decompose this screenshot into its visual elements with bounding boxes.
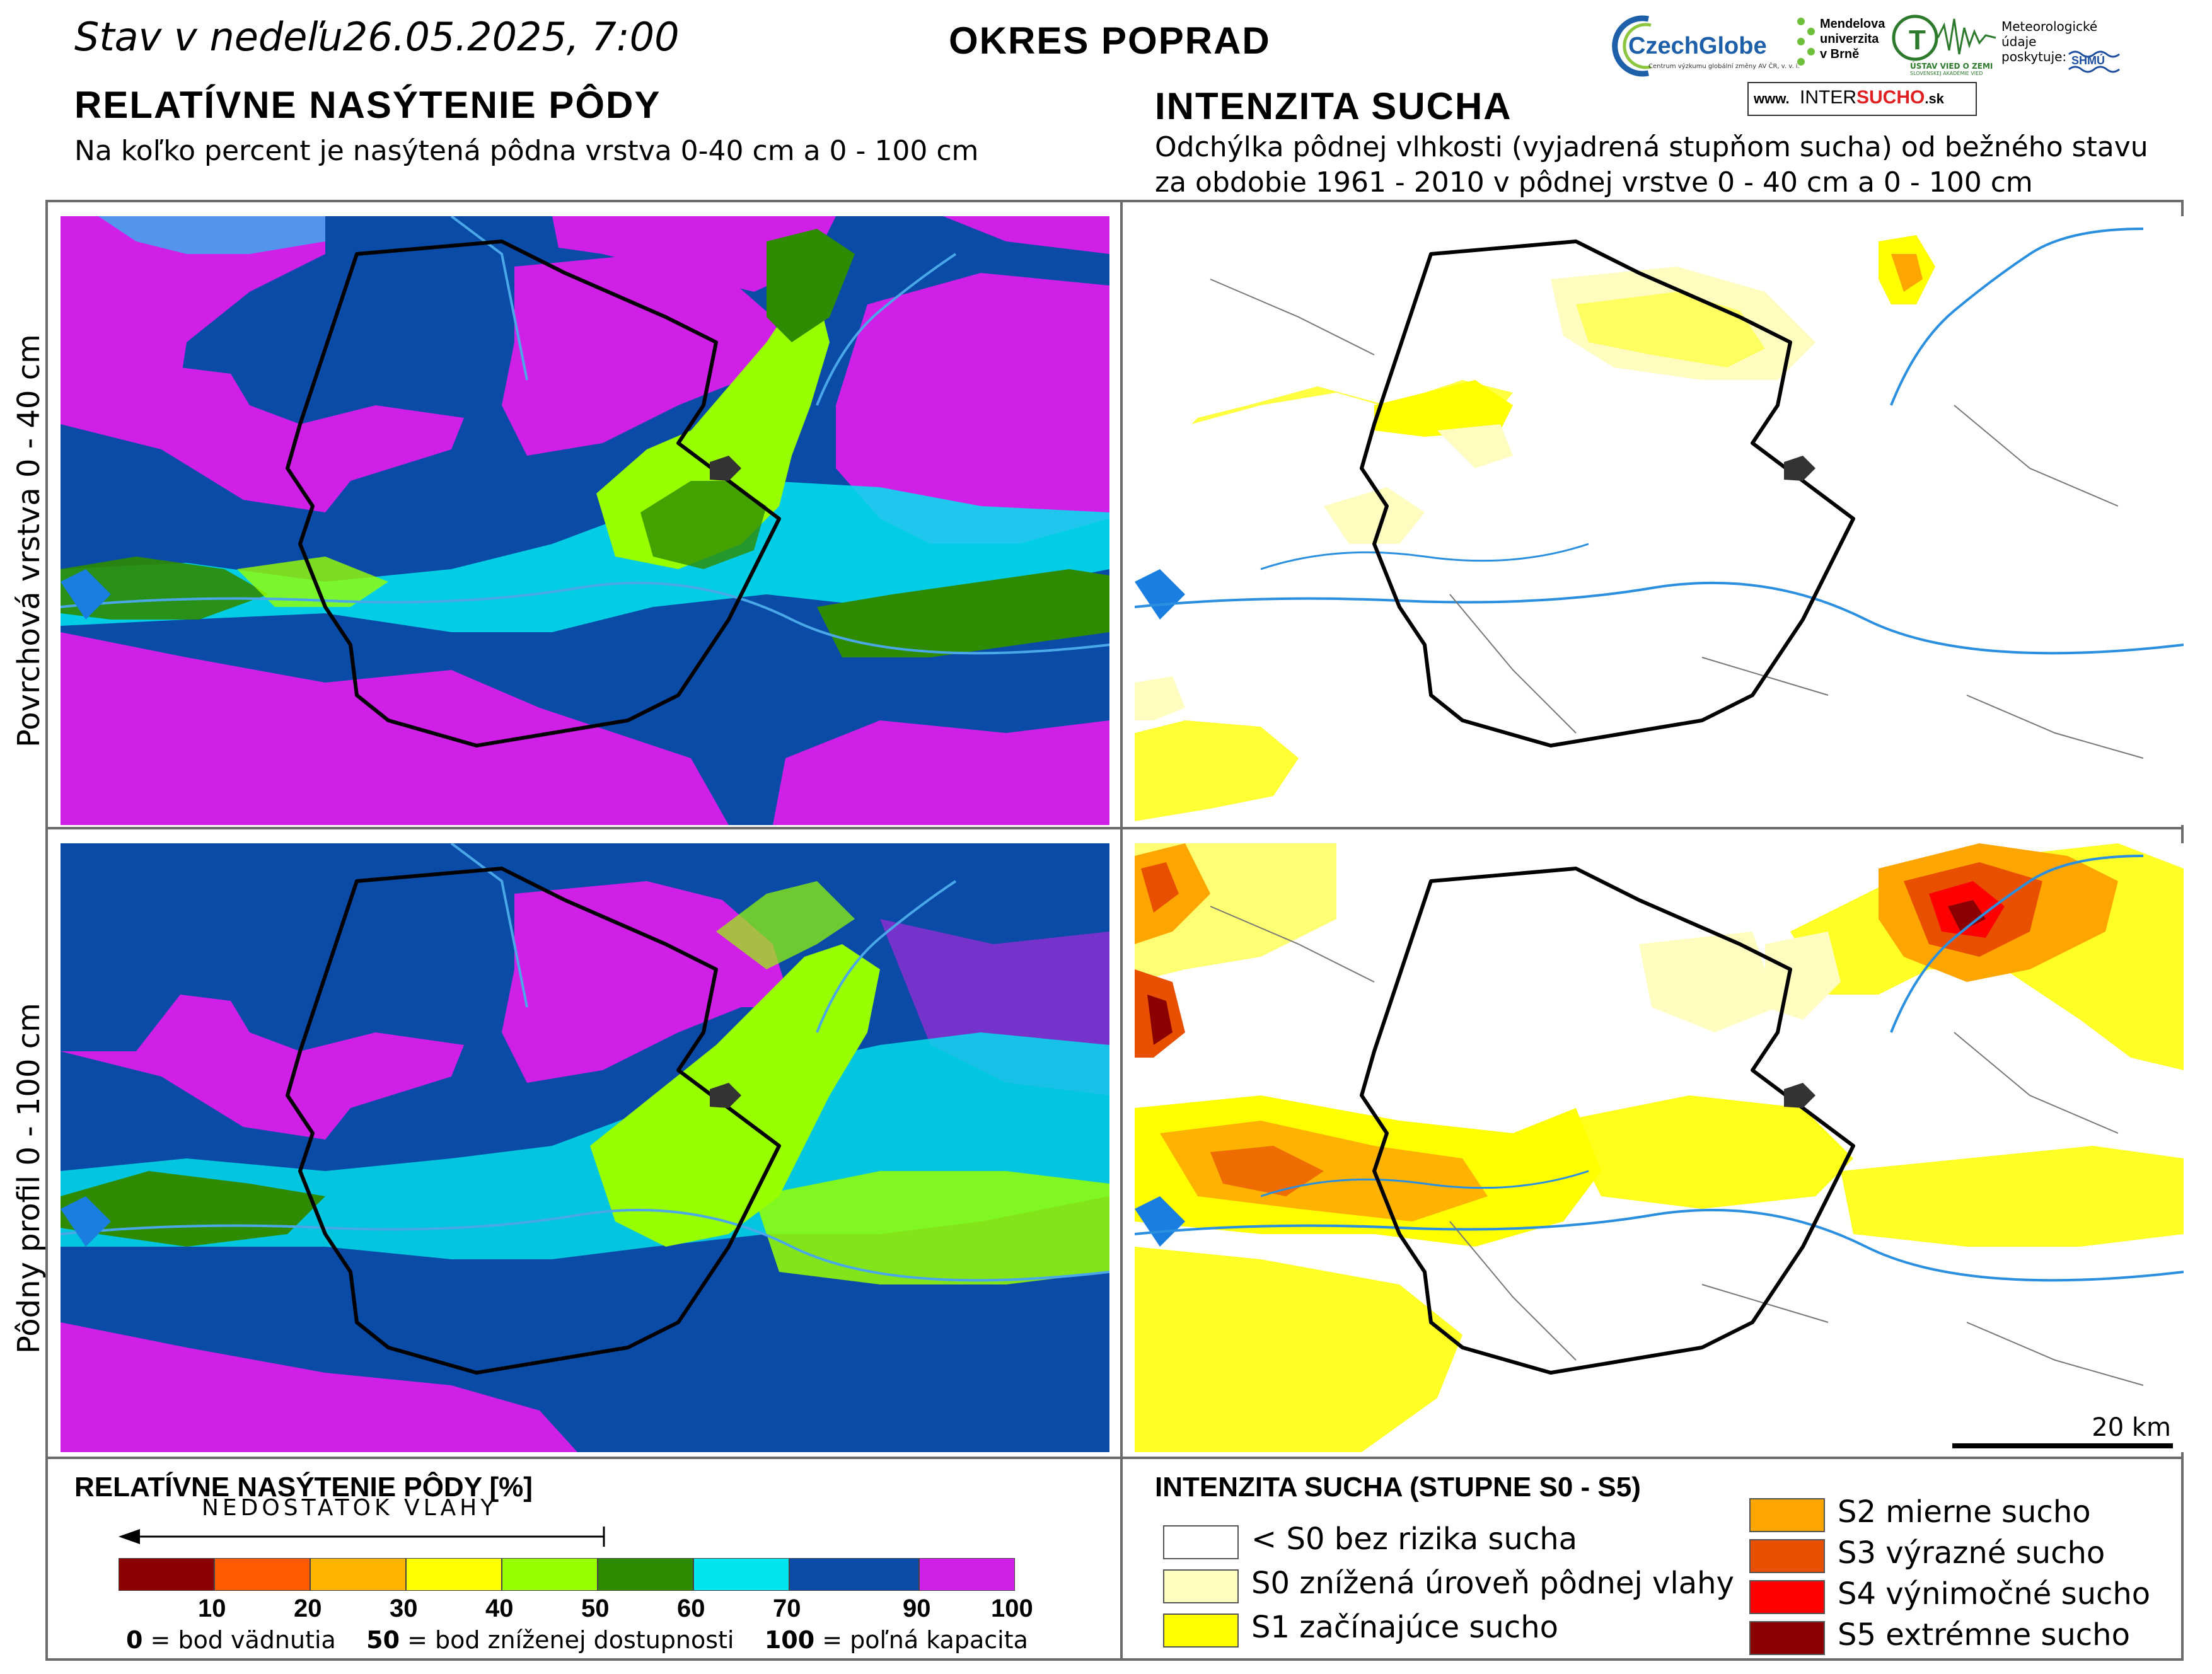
intersucho-inter: INTER bbox=[1799, 87, 1856, 108]
mendel-line2: univerzita bbox=[1820, 32, 1879, 46]
drought-map-profile[interactable]: 20 km bbox=[1135, 843, 2184, 1452]
colorbar-tick-label: 90 bbox=[903, 1595, 931, 1622]
saturation-legend-title: RELATÍVNE NASÝTENIE PÔDY [%] bbox=[74, 1472, 533, 1503]
note-0-value: 0 bbox=[126, 1626, 143, 1654]
drought-legend-swatch bbox=[1749, 1498, 1825, 1532]
colorbar-cell bbox=[406, 1558, 502, 1591]
scale-bar bbox=[1952, 1443, 2173, 1448]
colorbar-tick-label: 50 bbox=[581, 1595, 610, 1622]
meteo-provider: Meteorologické údaje poskytuje: bbox=[2001, 19, 2128, 82]
date-line: Stav v nedeľu26.05.2025, 7:00 bbox=[74, 14, 680, 60]
drought-legend-label: S3 výrazné sucho bbox=[1838, 1535, 2105, 1571]
uvz-logo[interactable]: T ÚSTAV VIED O ZEMI SLOVENSKEJ AKADÉMIE … bbox=[1891, 13, 1998, 76]
colorbar-tick-label: 40 bbox=[485, 1595, 514, 1622]
saturation-map-topsoil[interactable] bbox=[61, 216, 1109, 825]
shmu-logo[interactable]: SHMÚ bbox=[2068, 48, 2128, 73]
uvz-subtext: SLOVENSKEJ AKADÉMIE VIED bbox=[1910, 71, 1983, 76]
colorbar-cell bbox=[789, 1558, 919, 1591]
intersucho-logo[interactable]: www. INTERSUCHO.sk bbox=[1747, 82, 1977, 116]
colorbar-cell bbox=[693, 1558, 789, 1591]
drought-legend-title: INTENZITA SUCHA (STUPNE S0 - S5) bbox=[1155, 1472, 1641, 1503]
czechglobe-subtext: Centrum výzkumu globální změny AV ČR, v.… bbox=[1648, 63, 1800, 70]
shmu-wave-icon bbox=[2068, 50, 2120, 73]
drought-legend-swatch bbox=[1749, 1580, 1825, 1614]
panel-divider-vertical bbox=[1120, 200, 1123, 1661]
drought-legend-label: S5 extrémne sucho bbox=[1838, 1617, 2130, 1653]
mendel-dots-icon bbox=[1797, 18, 1815, 66]
deficit-arrow-label: NEDOSTATOK VLAHY bbox=[202, 1495, 499, 1521]
mendel-line1: Mendelova bbox=[1820, 17, 1885, 31]
drought-legend-label: S0 znížená úroveň pôdnej vlahy bbox=[1251, 1566, 1734, 1601]
drought-subtitle-line1: Odchýlka pôdnej vlhkosti (vyjadrená stup… bbox=[1155, 131, 2148, 163]
drought-legend-swatch bbox=[1163, 1569, 1239, 1603]
district-title: OKRES POPRAD bbox=[949, 20, 1271, 62]
panel-divider-middle bbox=[45, 827, 2184, 829]
intersucho-tld: .sk bbox=[1925, 91, 1944, 107]
drought-legend-swatch bbox=[1163, 1613, 1239, 1648]
note-50-text: = bod zníženej dostupnosti bbox=[400, 1626, 734, 1654]
note-50-value: 50 bbox=[366, 1626, 400, 1654]
note-100-value: 100 bbox=[764, 1626, 815, 1654]
saturation-title: RELATÍVNE NASÝTENIE PÔDY bbox=[74, 84, 661, 126]
drought-legend-label: S1 začínajúce sucho bbox=[1251, 1610, 1558, 1645]
colorbar-tick-label: 10 bbox=[198, 1595, 226, 1622]
czechglobe-name: CzechGlobe bbox=[1628, 33, 1767, 59]
colorbar-cell bbox=[919, 1558, 1015, 1591]
drought-legend-swatch bbox=[1163, 1525, 1239, 1559]
uvz-seismograph-icon: T bbox=[1892, 14, 1996, 61]
svg-text:T: T bbox=[1909, 25, 1926, 55]
saturation-subtitle: Na koľko percent je nasýtená pôdna vrstv… bbox=[74, 135, 979, 167]
saturation-note: 0 = bod vädnutia 50 = bod zníženej dostu… bbox=[126, 1626, 1028, 1654]
intersucho-sucho: SUCHO bbox=[1856, 87, 1925, 108]
note-100-text: = poľná kapacita bbox=[814, 1626, 1028, 1654]
mendel-logo[interactable]: Mendelova univerzita v Brně bbox=[1793, 13, 1888, 76]
row-label-profile: Pôdny profil 0 - 100 cm bbox=[11, 1003, 47, 1354]
colorbar-tick-label: 20 bbox=[294, 1595, 322, 1622]
colorbar-cell bbox=[502, 1558, 598, 1591]
czechglobe-emblem-icon bbox=[1612, 15, 1652, 77]
czechglobe-logo[interactable]: CzechGlobe Centrum výzkumu globální změn… bbox=[1611, 11, 1800, 81]
colorbar-tick-label: 100 bbox=[991, 1595, 1033, 1622]
meteo-line2: údaje bbox=[2001, 34, 2037, 49]
colorbar-cell bbox=[214, 1558, 310, 1591]
colorbar-cell bbox=[598, 1558, 693, 1591]
row-label-topsoil: Povrchová vrstva 0 - 40 cm bbox=[11, 334, 47, 748]
panel-divider-legend bbox=[45, 1457, 2184, 1459]
scale-label: 20 km bbox=[2092, 1413, 2171, 1442]
colorbar-tick-label: 60 bbox=[677, 1595, 705, 1622]
drought-title: INTENZITA SUCHA bbox=[1155, 85, 1512, 127]
mendel-line3: v Brně bbox=[1820, 47, 1860, 61]
intersucho-www: www. bbox=[1754, 91, 1790, 107]
uvz-name: ÚSTAV VIED O ZEMI bbox=[1910, 62, 1993, 71]
colorbar-tick-label: 30 bbox=[390, 1595, 418, 1622]
drought-legend-swatch bbox=[1749, 1539, 1825, 1573]
colorbar-cell bbox=[119, 1558, 214, 1591]
note-0-text: = bod vädnutia bbox=[142, 1626, 336, 1654]
deficit-arrow-icon bbox=[119, 1527, 605, 1547]
drought-legend-label: S4 výnimočné sucho bbox=[1838, 1576, 2151, 1612]
colorbar-cell bbox=[310, 1558, 406, 1591]
shmu-name: SHMÚ bbox=[2071, 54, 2105, 67]
meteo-line3: poskytuje: bbox=[2001, 49, 2067, 64]
drought-map-topsoil[interactable] bbox=[1135, 216, 2184, 825]
drought-legend-swatch bbox=[1749, 1621, 1825, 1655]
drought-subtitle-line2: za obdobie 1961 - 2010 v pôdnej vrstve 0… bbox=[1155, 166, 2033, 199]
saturation-map-profile[interactable] bbox=[61, 843, 1109, 1452]
colorbar-tick-label: 70 bbox=[773, 1595, 801, 1622]
drought-legend-label: < S0 bez rizika sucha bbox=[1251, 1521, 1578, 1557]
meteo-line1: Meteorologické bbox=[2001, 19, 2098, 34]
drought-legend-label: S2 mierne sucho bbox=[1838, 1494, 2091, 1530]
